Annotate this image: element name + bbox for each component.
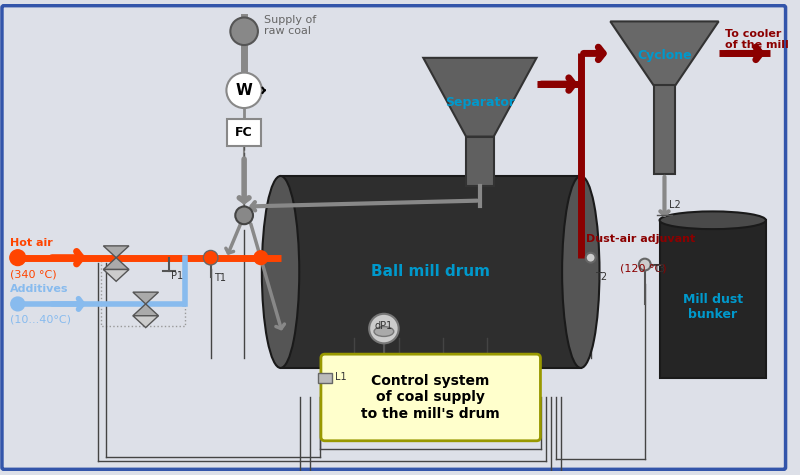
Bar (102, 260, 185, 325)
Circle shape (230, 18, 258, 45)
Ellipse shape (262, 176, 299, 368)
Polygon shape (133, 304, 158, 316)
Circle shape (235, 207, 253, 224)
Text: (340 °C): (340 °C) (10, 269, 57, 279)
Text: Cyclone: Cyclone (637, 49, 692, 62)
Text: L1: L1 (334, 372, 346, 382)
FancyBboxPatch shape (321, 354, 541, 441)
Text: (120 °C): (120 °C) (620, 264, 667, 274)
Polygon shape (103, 257, 129, 269)
Text: T3: T3 (653, 265, 665, 275)
Circle shape (226, 73, 262, 108)
Bar (318, 373, 332, 383)
Text: Separator: Separator (445, 95, 515, 109)
Text: Ball mill drum: Ball mill drum (371, 265, 490, 279)
Text: Supply of
raw coal: Supply of raw coal (264, 15, 316, 36)
Circle shape (369, 314, 398, 343)
Text: L2: L2 (670, 200, 681, 210)
Bar (466, 137, 494, 186)
Text: Hot air: Hot air (10, 238, 53, 248)
Ellipse shape (659, 211, 766, 229)
Ellipse shape (562, 176, 599, 368)
Polygon shape (133, 292, 158, 304)
Polygon shape (610, 21, 718, 86)
Polygon shape (103, 269, 129, 281)
Text: dP1: dP1 (374, 321, 393, 331)
Bar (281, 176, 581, 368)
Polygon shape (133, 316, 158, 328)
Circle shape (204, 251, 218, 265)
Bar (654, 86, 675, 174)
Circle shape (586, 253, 595, 263)
Ellipse shape (374, 327, 394, 336)
Polygon shape (423, 58, 537, 137)
Polygon shape (103, 246, 129, 257)
Circle shape (254, 251, 268, 265)
Text: Control system
of coal supply
to the mill's drum: Control system of coal supply to the mil… (362, 374, 500, 421)
Circle shape (639, 259, 650, 270)
Text: T2: T2 (594, 272, 606, 282)
Text: P1: P1 (171, 271, 183, 281)
Text: (10...40°C): (10...40°C) (10, 315, 71, 325)
Bar (659, 220, 766, 378)
Circle shape (10, 250, 26, 266)
Text: FC: FC (235, 126, 253, 139)
FancyBboxPatch shape (2, 6, 786, 469)
Text: Mill dust
bunker: Mill dust bunker (682, 293, 742, 321)
Text: Additives: Additives (10, 284, 68, 294)
FancyBboxPatch shape (227, 119, 261, 146)
Text: To cooler
of the mill: To cooler of the mill (725, 29, 788, 50)
Text: T1: T1 (214, 273, 226, 283)
Text: Dust-air adjuvant: Dust-air adjuvant (586, 234, 695, 244)
Circle shape (11, 297, 25, 311)
Circle shape (205, 252, 217, 264)
Text: W: W (236, 83, 253, 98)
